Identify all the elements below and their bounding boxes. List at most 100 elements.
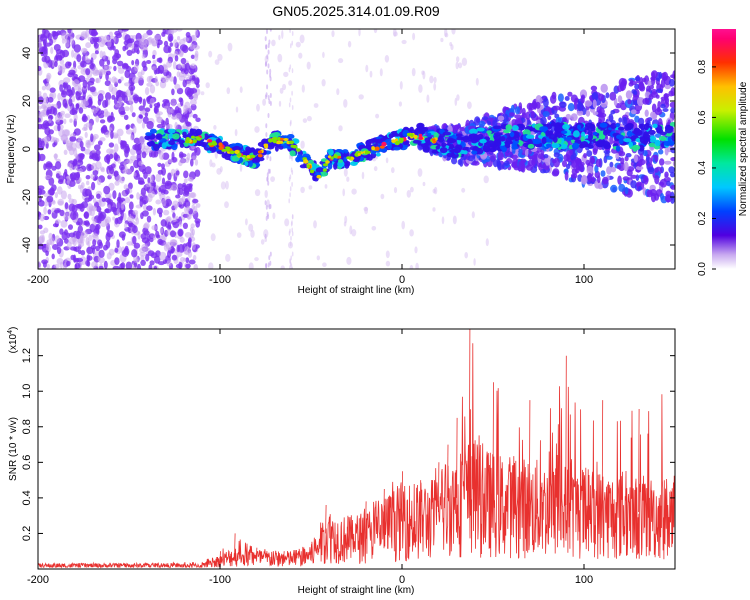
spectrogram-cell <box>659 178 668 188</box>
spectrogram-cell <box>587 172 593 182</box>
spectrogram-cell <box>134 63 139 72</box>
spectrogram-cell <box>46 74 51 83</box>
spectrogram-cell <box>153 105 158 114</box>
spectrogram-cell <box>97 257 105 264</box>
spectrogram-cell <box>595 140 604 148</box>
spectrogram-cell <box>187 239 192 248</box>
spectrogram-cell <box>88 234 93 242</box>
spectrogram-cell <box>128 222 134 228</box>
spectrogram-cell <box>96 193 101 199</box>
spectrogram-cell <box>55 161 62 170</box>
spectrogram-cell <box>394 140 400 146</box>
spectrogram-cell <box>80 231 88 238</box>
spectrogram-cell <box>207 142 214 146</box>
spectrogram-cell <box>539 126 548 132</box>
spectrogram-cell <box>114 257 120 265</box>
spectrogram-cell <box>514 106 521 115</box>
spectrogram-cell <box>195 220 200 228</box>
spectrogram-cell <box>441 216 445 225</box>
spectrogram-cell <box>64 113 71 118</box>
spectrogram-cell <box>406 190 411 198</box>
spectrogram-cell <box>174 55 179 62</box>
spectrogram-cell <box>141 151 147 159</box>
spectrogram-cell <box>289 186 292 192</box>
snr-data <box>38 329 675 569</box>
spectrogram-cell <box>144 87 150 96</box>
spectrogram-cell <box>277 53 283 63</box>
spectrogram-cell <box>609 135 614 145</box>
x-tick-label: 100 <box>575 274 593 286</box>
spectrogram-cell <box>54 219 61 224</box>
spectrogram-cell <box>271 39 276 47</box>
spectrogram-cell <box>67 175 71 185</box>
spectrogram-cell <box>53 263 60 269</box>
spectrogram-cell <box>268 255 271 261</box>
spectrogram-cell <box>433 76 437 84</box>
spectrogram-cell <box>117 157 121 164</box>
snr-multiplier: (x104) <box>7 327 19 354</box>
spectrogram-cell <box>194 29 198 37</box>
spectrogram-cell <box>56 30 61 36</box>
spectrogram-cell <box>133 159 140 169</box>
spectrogram-cell <box>542 111 550 117</box>
spectrogram-cell <box>369 70 373 78</box>
spectrogram-cell <box>105 131 110 138</box>
spectrogram-cell <box>114 143 119 153</box>
spectrogram-cell <box>73 246 77 252</box>
snr-plot: -200 -100 0 100 0.2 0.4 0.6 0.8 1.0 1.2 Height of… <box>7 327 676 596</box>
spectrogram-cell <box>105 72 109 81</box>
spectrogram-cell <box>325 160 330 164</box>
spectrogram-cell <box>322 163 329 167</box>
spectrogram-cell <box>581 131 586 138</box>
spectrogram-cell <box>183 257 187 262</box>
spectrogram-cell <box>610 110 616 115</box>
spectrogram-cell <box>84 148 91 155</box>
spectrogram-cell <box>148 264 153 269</box>
spectrogram-cell <box>132 76 140 84</box>
spectrogram-cell <box>622 176 630 181</box>
spectrogram-cell <box>509 131 515 138</box>
spectrogram-cell <box>91 261 98 268</box>
spectrogram-cell <box>473 258 476 266</box>
spectrogram-cell <box>126 49 133 57</box>
spectrogram-cell <box>64 229 68 236</box>
spectrogram-cell <box>190 158 194 167</box>
spectrogram-cell <box>278 100 282 107</box>
spectrogram-cell <box>266 69 269 75</box>
spectrogram-cell <box>131 60 135 66</box>
spectrogram-cell <box>85 68 91 76</box>
spectrogram-cell <box>179 237 185 243</box>
spectrogram-cell <box>183 178 188 184</box>
spectrogram-cell <box>139 110 146 115</box>
spectrogram-cell <box>184 68 189 75</box>
spectrogram-cell <box>44 174 51 180</box>
spectrogram-cell <box>415 262 419 269</box>
spectrogram-cell <box>618 183 626 192</box>
spectrogram-cell <box>180 57 187 65</box>
spectrogram-cell <box>650 70 658 79</box>
spectrogram-cell <box>167 172 172 181</box>
spectrogram-cell <box>68 232 76 238</box>
spectrogram-cell <box>373 166 378 172</box>
spectrogram-cell <box>384 55 390 63</box>
spectrogram-cell <box>121 29 129 32</box>
spectrogram-cell <box>266 84 269 90</box>
spectrogram-cell <box>157 65 161 74</box>
spectrogram-cell <box>78 241 85 248</box>
spectrogram-cell <box>178 220 183 227</box>
spectrogram-cell <box>664 84 671 90</box>
spectrogram-cell <box>664 171 669 178</box>
spectrogram-cell <box>239 163 243 172</box>
spectrogram-cell <box>110 130 114 140</box>
spectrogram-cell <box>535 101 541 109</box>
spectrogram-cell <box>94 50 99 55</box>
spectrogram-cell <box>562 160 567 168</box>
spectrogram-cell <box>87 36 92 41</box>
spectrogram-cell <box>591 91 599 101</box>
spectrogram-cell <box>173 39 178 48</box>
spectrogram-cell <box>45 82 51 91</box>
spectrogram-cell <box>73 60 77 69</box>
spectrogram-cell <box>453 147 461 154</box>
spectrogram-cell <box>649 135 657 143</box>
spectrogram-cell <box>54 235 60 243</box>
